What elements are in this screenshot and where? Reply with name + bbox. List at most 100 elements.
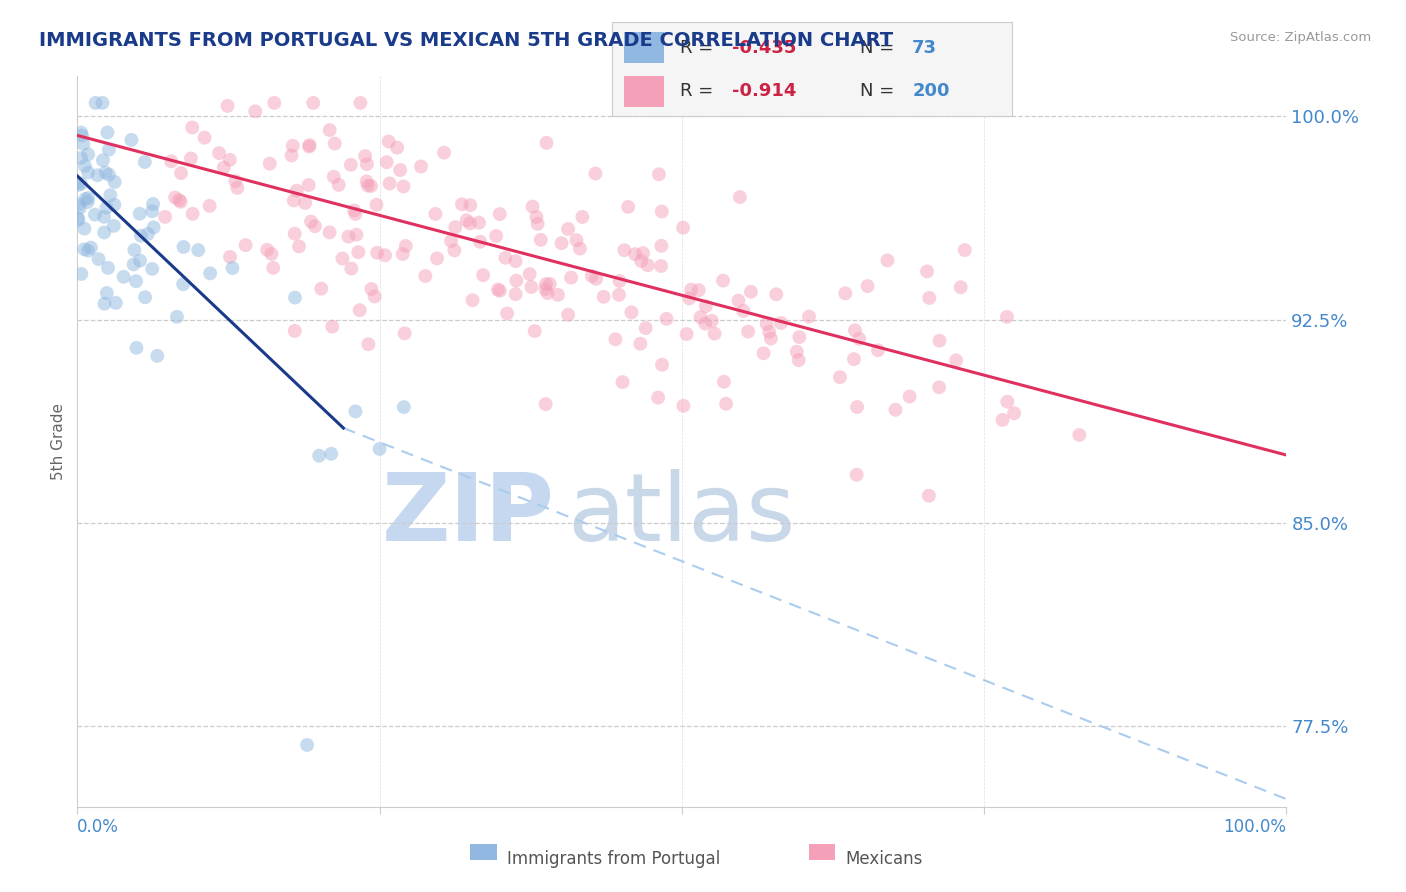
Point: [256, 243, 278, 257]
Point: [87, 252, 110, 266]
Text: Mexicans: Mexicans: [845, 850, 922, 868]
Point: [443, 244, 465, 258]
Point: [84, 208, 107, 222]
Point: [180, 152, 202, 166]
Point: [672, 220, 695, 235]
Point: [425, 207, 447, 221]
Point: [340, 158, 363, 172]
Point: [759, 332, 782, 346]
Point: [488, 207, 510, 221]
Point: [918, 291, 941, 305]
Point: [73, 159, 96, 173]
Point: [565, 233, 588, 247]
Point: [605, 332, 627, 346]
Point: [678, 292, 700, 306]
Point: [876, 253, 898, 268]
FancyBboxPatch shape: [624, 76, 664, 107]
Point: [212, 161, 235, 175]
Point: [70, 128, 93, 143]
Point: [786, 344, 808, 359]
Point: [688, 283, 710, 297]
Y-axis label: 5th Grade: 5th Grade: [51, 403, 66, 480]
Point: [703, 326, 725, 341]
Point: [80, 241, 103, 255]
Point: [845, 467, 868, 482]
Point: [208, 146, 231, 161]
Point: [378, 177, 401, 191]
Point: [681, 283, 703, 297]
Point: [226, 181, 249, 195]
Point: [711, 274, 734, 288]
Point: [949, 280, 972, 294]
Point: [485, 229, 508, 244]
Point: [560, 270, 582, 285]
Point: [426, 252, 449, 266]
Point: [308, 449, 330, 463]
Point: [377, 135, 399, 149]
Point: [321, 319, 343, 334]
Point: [321, 447, 343, 461]
Point: [655, 311, 678, 326]
Point: [526, 210, 548, 224]
Point: [94, 165, 117, 179]
Point: [142, 220, 165, 235]
Point: [104, 175, 127, 189]
Point: [344, 227, 367, 242]
Point: [96, 286, 118, 301]
Point: [354, 149, 377, 163]
Point: [91, 153, 114, 168]
Point: [631, 246, 654, 260]
Point: [844, 323, 866, 337]
Point: [945, 353, 967, 368]
Point: [846, 400, 869, 414]
Point: [97, 168, 120, 182]
Point: [366, 198, 388, 212]
Text: -0.435: -0.435: [731, 38, 796, 56]
Point: [217, 99, 239, 113]
Point: [415, 268, 437, 283]
Point: [198, 266, 221, 280]
Point: [77, 244, 100, 258]
Point: [395, 239, 418, 253]
Point: [146, 349, 169, 363]
Point: [496, 306, 519, 320]
Point: [75, 192, 97, 206]
Point: [915, 264, 938, 278]
Point: [219, 250, 242, 264]
Point: [519, 267, 541, 281]
Point: [166, 310, 188, 324]
Text: 100.0%: 100.0%: [1223, 818, 1286, 836]
Point: [97, 260, 120, 275]
Point: [991, 413, 1014, 427]
Point: [302, 95, 325, 110]
Point: [550, 236, 572, 251]
Point: [624, 247, 647, 261]
Point: [700, 314, 723, 328]
Point: [322, 169, 344, 184]
Point: [650, 259, 672, 273]
Point: [124, 243, 146, 257]
Point: [1002, 406, 1025, 420]
Point: [141, 204, 163, 219]
Point: [520, 280, 543, 294]
Text: -0.914: -0.914: [731, 82, 796, 100]
Point: [129, 253, 152, 268]
Point: [284, 291, 307, 305]
Point: [70, 151, 93, 165]
Point: [488, 284, 510, 298]
Point: [134, 290, 156, 304]
Point: [585, 272, 607, 286]
Point: [357, 178, 380, 193]
Point: [740, 285, 762, 299]
FancyBboxPatch shape: [624, 32, 664, 62]
Point: [613, 244, 636, 258]
Point: [84, 95, 107, 110]
Point: [581, 268, 603, 283]
Point: [128, 207, 150, 221]
Point: [323, 136, 346, 151]
Point: [568, 242, 591, 256]
Point: [385, 141, 408, 155]
Point: [526, 217, 548, 231]
Point: [167, 193, 190, 207]
Point: [797, 310, 820, 324]
